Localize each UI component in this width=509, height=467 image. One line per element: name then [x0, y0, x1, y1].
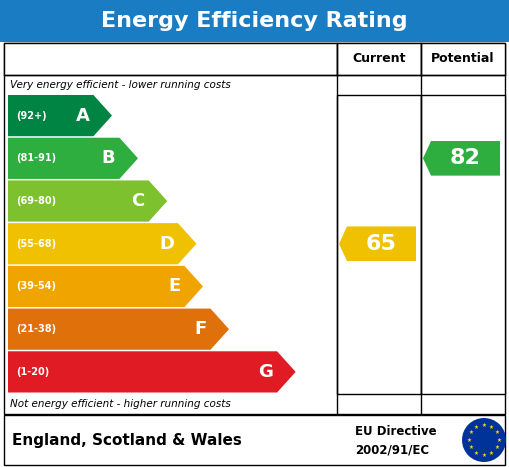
Text: ★: ★: [495, 430, 499, 435]
Text: Energy Efficiency Rating: Energy Efficiency Rating: [101, 11, 408, 31]
Text: (39-54): (39-54): [16, 282, 56, 291]
Text: (92+): (92+): [16, 111, 47, 120]
Polygon shape: [8, 95, 112, 136]
Text: (1-20): (1-20): [16, 367, 49, 377]
Polygon shape: [8, 138, 138, 179]
Bar: [421, 95, 505, 394]
Text: England, Scotland & Wales: England, Scotland & Wales: [12, 432, 242, 447]
Text: ★: ★: [469, 445, 473, 450]
Text: ★: ★: [482, 453, 487, 458]
Polygon shape: [8, 180, 167, 222]
Text: G: G: [258, 363, 273, 381]
Polygon shape: [8, 223, 196, 264]
Circle shape: [462, 418, 506, 462]
Text: ★: ★: [469, 430, 473, 435]
Bar: [4, 415, 505, 465]
Text: ★: ★: [467, 438, 471, 443]
Text: ★: ★: [489, 425, 494, 430]
Text: (21-38): (21-38): [16, 324, 56, 334]
Text: (55-68): (55-68): [16, 239, 56, 249]
Polygon shape: [423, 141, 500, 176]
Bar: [0, 0, 509, 42]
Text: ★: ★: [495, 445, 499, 450]
Text: (81-91): (81-91): [16, 153, 56, 163]
Text: Current: Current: [352, 52, 406, 65]
Text: E: E: [168, 277, 181, 296]
Text: F: F: [194, 320, 207, 338]
Bar: [4, 43, 505, 414]
Text: Very energy efficient - lower running costs: Very energy efficient - lower running co…: [10, 80, 231, 90]
Text: 82: 82: [450, 149, 481, 168]
Text: ★: ★: [474, 451, 479, 455]
Polygon shape: [8, 266, 203, 307]
Text: A: A: [75, 106, 90, 125]
Polygon shape: [8, 351, 296, 392]
Text: ★: ★: [497, 438, 501, 443]
Text: (69-80): (69-80): [16, 196, 56, 206]
Bar: [337, 43, 421, 75]
Bar: [4, 43, 337, 75]
Text: ★: ★: [489, 451, 494, 455]
Polygon shape: [8, 309, 229, 350]
Text: ★: ★: [474, 425, 479, 430]
Text: D: D: [159, 235, 174, 253]
Bar: [337, 95, 421, 394]
Text: 65: 65: [366, 234, 397, 254]
Text: Not energy efficient - higher running costs: Not energy efficient - higher running co…: [10, 399, 231, 409]
Text: 2002/91/EC: 2002/91/EC: [355, 444, 429, 457]
Bar: [421, 43, 505, 75]
Text: Potential: Potential: [431, 52, 495, 65]
Polygon shape: [339, 226, 416, 261]
Text: C: C: [131, 192, 145, 210]
Text: EU Directive: EU Directive: [355, 425, 437, 438]
Text: B: B: [102, 149, 116, 167]
Text: ★: ★: [482, 423, 487, 427]
